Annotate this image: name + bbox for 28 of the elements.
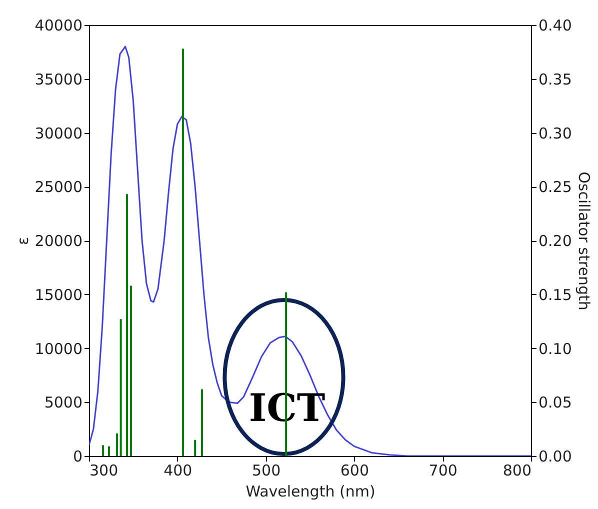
y2-tick-label: 0.05 <box>538 394 572 412</box>
y-tick-label: 35000 <box>34 70 82 88</box>
x-tick-label: 400 <box>164 462 192 480</box>
y-tick-label: 5000 <box>44 394 82 412</box>
x-axis-title: Wavelength (nm) <box>246 482 376 500</box>
y2-tick-label: 0.00 <box>538 448 572 466</box>
y-tick-label: 10000 <box>34 340 82 358</box>
y2-tick-label: 0.30 <box>538 124 572 142</box>
y2-tick-label: 0.40 <box>538 16 572 34</box>
y-tick-label: 40000 <box>34 16 82 34</box>
y-tick-label: 30000 <box>34 124 82 142</box>
y-axis-title: ε <box>14 236 32 246</box>
y2-tick-label: 0.20 <box>538 232 572 250</box>
y-tick-label: 20000 <box>34 232 82 250</box>
x-tick-label: 300 <box>90 462 118 480</box>
x-tick-label: 500 <box>252 462 281 480</box>
x-tick-label: 700 <box>428 462 458 480</box>
x-tick-label: 600 <box>340 462 370 480</box>
y2-tick-label: 0.15 <box>538 286 572 304</box>
y2-axis-title: Oscillator strength <box>574 172 593 310</box>
y2-tick-label: 0.10 <box>538 340 572 358</box>
y-tick-label: 25000 <box>34 178 82 196</box>
line-series <box>89 46 531 456</box>
y-tick-label: 0 <box>72 448 82 466</box>
y2-tick-label: 0.25 <box>538 178 572 196</box>
x-tick-label: 800 <box>502 462 532 480</box>
y-tick-label: 15000 <box>34 286 82 304</box>
y2-tick-label: 0.35 <box>538 70 572 88</box>
